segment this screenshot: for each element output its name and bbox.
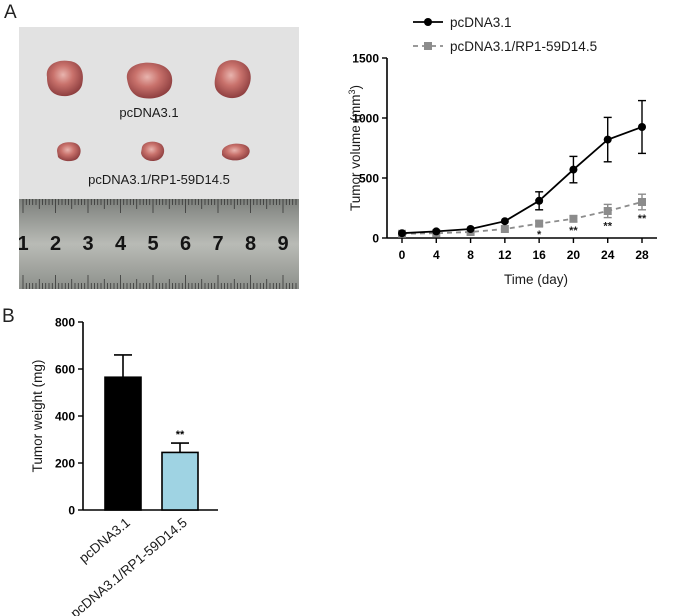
tumor-control-2	[126, 62, 173, 99]
tumor-treated-1	[57, 142, 81, 162]
tumor-treated-2	[141, 141, 165, 162]
legend-marker	[424, 42, 432, 50]
data-point	[569, 214, 578, 223]
y-axis-label-end: )	[348, 85, 363, 90]
ruler-number: 9	[277, 233, 288, 255]
series-line	[401, 126, 643, 235]
data-point	[500, 225, 509, 233]
tumor-weight-chart: 0 200 400 600 800 ** pcDNA3.1pcDNA3.1/RP1-59…	[30, 316, 218, 616]
series-layer: * ** ****	[398, 99, 647, 241]
y-tick-label: 400	[55, 410, 75, 424]
ruler-number: 5	[147, 233, 158, 255]
series-line	[401, 201, 643, 235]
data-point	[466, 225, 475, 233]
x-tick-label: 0	[399, 248, 406, 262]
x-tick-label: 8	[467, 248, 474, 262]
panel-label-a: A	[4, 2, 17, 23]
significance-marker: **	[603, 221, 612, 233]
y-ticks: 0 200 400 600 800	[55, 316, 83, 518]
ruler-number: 7	[212, 233, 223, 255]
bars-layer: **	[104, 354, 199, 511]
y-tick-label: 600	[55, 363, 75, 377]
tumor-treated-3	[222, 143, 250, 161]
x-tick-label: pcDNA3.1	[76, 515, 133, 566]
legend-label: pcDNA3.1/RP1-59D14.5	[450, 39, 597, 54]
x-ticks: 0 4 8 12 16 20 24 28	[399, 238, 649, 262]
data-point	[500, 217, 509, 226]
data-point	[638, 123, 646, 131]
y-tick-label: 1000	[352, 112, 379, 126]
ruler	[19, 199, 299, 289]
data-point	[432, 227, 441, 236]
x-tick-label: 28	[635, 248, 649, 262]
y-axis-label: Tumor weight (mg)	[30, 360, 45, 473]
y-tick-label: 800	[55, 316, 75, 330]
ruler-number: 6	[180, 233, 191, 255]
y-axis-label-sup: 3	[347, 89, 357, 94]
legend-label: pcDNA3.1	[450, 15, 512, 30]
tumor-control-3	[214, 60, 251, 99]
tumor-volume-chart: pcDNA3.1 pcDNA3.1/RP1-59D14.5 0 500 1000 150…	[347, 15, 657, 287]
legend: pcDNA3.1 pcDNA3.1/RP1-59D14.5	[413, 15, 597, 54]
ruler-ticks	[22, 199, 297, 289]
photo-label-treated: pcDNA3.1/RP1-59D14.5	[88, 172, 230, 187]
x-tick-label: 20	[567, 248, 581, 262]
data-point	[603, 207, 612, 215]
bar	[161, 451, 199, 511]
data-point	[569, 165, 578, 174]
data-point	[535, 219, 544, 228]
significance-marker: **	[176, 429, 185, 441]
data-point	[398, 229, 406, 238]
x-axis-label: Time (day)	[504, 272, 568, 287]
y-tick-label: 200	[55, 457, 75, 471]
photo-background	[19, 27, 299, 199]
y-tick-label: 500	[359, 172, 379, 186]
ruler-number: 2	[50, 233, 61, 255]
x-tick-label: 4	[433, 248, 440, 262]
significance-marker: **	[569, 225, 578, 237]
significance-marker: **	[638, 213, 647, 225]
panel-label-b: B	[2, 306, 15, 327]
data-point	[603, 135, 612, 144]
y-tick-label: 0	[68, 504, 75, 518]
bar	[104, 376, 142, 511]
significance-marker: *	[537, 229, 542, 241]
y-ticks: 0 500 1000 1500	[352, 52, 387, 246]
ruler-number: 4	[115, 233, 127, 255]
ruler-number: 3	[82, 233, 93, 255]
y-tick-label: 1500	[352, 52, 379, 66]
x-tick-label: 24	[601, 248, 615, 262]
legend-marker	[424, 18, 432, 26]
data-point	[638, 198, 646, 206]
y-tick-label: 0	[372, 232, 379, 246]
photo-label-control: pcDNA3.1	[119, 105, 178, 120]
data-point	[535, 196, 544, 205]
x-tick-label: 12	[498, 248, 512, 262]
x-tick-label: 16	[532, 248, 546, 262]
ruler-number: 1	[19, 233, 29, 255]
ruler-number: 8	[245, 233, 256, 255]
y-axis-label: Tumor volume (mm3)	[347, 85, 363, 211]
tumor-control-1	[46, 60, 83, 97]
y-axis-label-main: Tumor volume (mm	[348, 95, 363, 212]
